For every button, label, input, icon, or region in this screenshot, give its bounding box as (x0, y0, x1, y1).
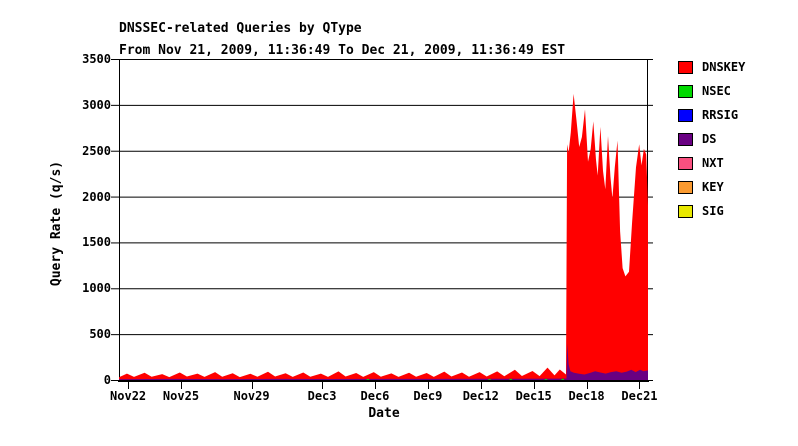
legend-label: SIG (702, 204, 724, 218)
area-ds (119, 343, 648, 380)
y-tick-label-2000: 2000 (82, 189, 111, 204)
chart-subtitle: From Nov 21, 2009, 11:36:49 To Dec 21, 2… (119, 43, 566, 58)
legend-swatch-ds (678, 133, 693, 146)
legend-label: NXT (702, 156, 724, 170)
x-tick-label-Nov25: Nov25 (162, 389, 200, 403)
legend-swatch-sig (678, 205, 693, 218)
x-tick-label-Dec15: Dec15 (515, 389, 552, 403)
x-tick-label-Dec12: Dec12 (462, 389, 499, 403)
y-axis-title: Query Rate (q/s) (49, 160, 65, 287)
legend-item-rrsig: RRSIG (678, 109, 745, 122)
legend-label: RRSIG (702, 108, 739, 122)
legend-item-dnskey: DNSKEY (678, 61, 745, 74)
y-axis-title-wrap: Query Rate (q/s) (0, 161, 122, 286)
legend-item-nsec: NSEC (678, 85, 745, 98)
x-tick-label-Dec18: Dec18 (568, 389, 605, 403)
legend-swatch-key (678, 181, 693, 194)
x-axis-title: Date (368, 406, 400, 421)
legend-swatch-nxt (678, 157, 693, 170)
y-tick-label-2500: 2500 (82, 143, 111, 158)
area-dnskey (119, 93, 648, 381)
x-tick-label-Dec3: Dec3 (307, 389, 337, 403)
x-tick-label-Dec6: Dec6 (360, 389, 390, 403)
legend-item-key: KEY (678, 181, 745, 194)
y-tick-label-0: 0 (103, 373, 111, 387)
x-tick-label-Nov29: Nov29 (233, 389, 270, 403)
chart-title: DNSSEC-related Queries by QType (119, 21, 362, 36)
legend: DNSKEY NSEC RRSIG DS NXT KEY SIG (678, 61, 745, 218)
legend-label: KEY (702, 180, 724, 194)
legend-swatch-nsec (678, 85, 693, 98)
y-tick-label-3500: 3500 (82, 52, 111, 66)
speck-nsec (509, 378, 512, 380)
speck-nsec (544, 379, 548, 380)
legend-swatch-dnskey (678, 61, 693, 74)
y-tick-label-3000: 3000 (82, 97, 111, 112)
legend-item-ds: DS (678, 133, 745, 146)
speck-nsec (366, 379, 370, 380)
x-tick-label-Nov22: Nov22 (110, 389, 147, 403)
legend-item-nxt: NXT (678, 157, 745, 170)
legend-item-sig: SIG (678, 205, 745, 218)
legend-label: NSEC (702, 84, 731, 98)
speck-nsec (561, 378, 564, 380)
x-tick-label-Dec21: Dec21 (621, 389, 658, 403)
x-tick-label-Dec9: Dec9 (413, 389, 443, 403)
y-tick-label-1500: 1500 (82, 235, 111, 250)
legend-swatch-rrsig (678, 109, 693, 122)
speck-nsec (488, 379, 491, 380)
legend-label: DS (702, 132, 717, 146)
y-tick-label-1000: 1000 (82, 281, 111, 296)
legend-label: DNSKEY (702, 60, 746, 74)
y-tick-label-500: 500 (89, 327, 111, 342)
x-axis-line (118, 380, 649, 382)
